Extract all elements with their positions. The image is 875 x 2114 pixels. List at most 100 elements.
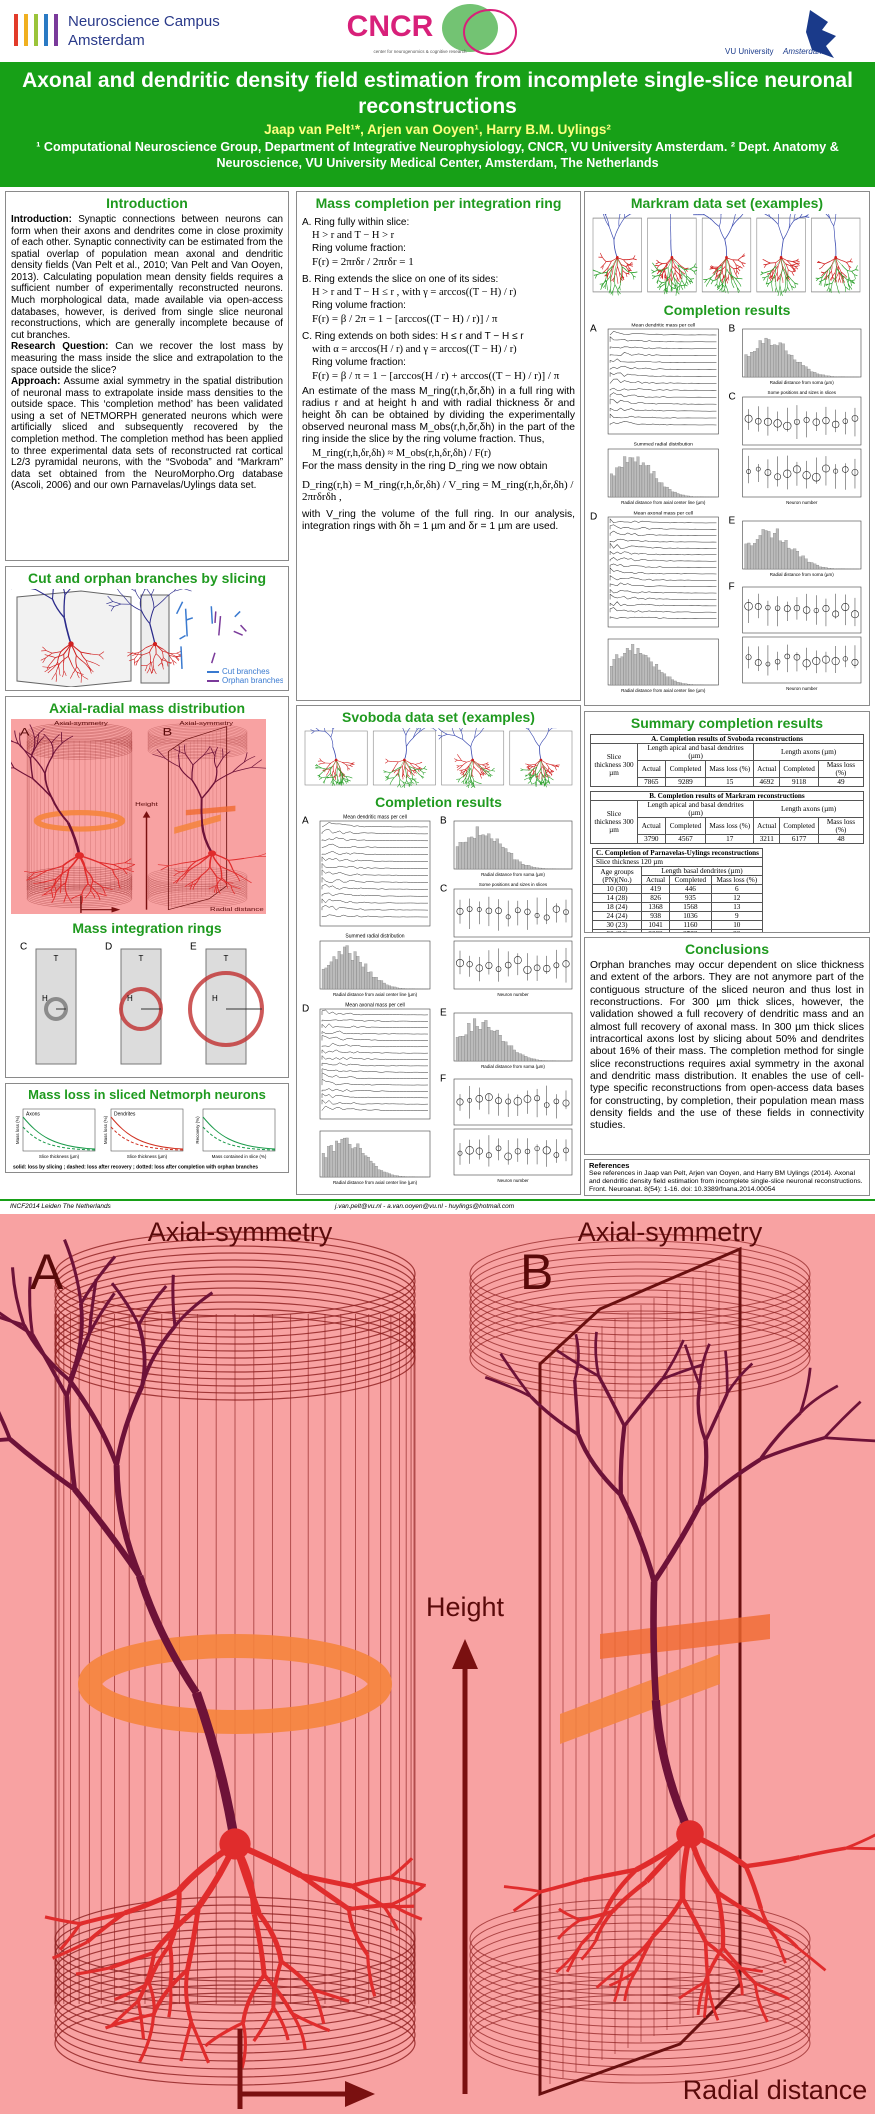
histogram-bar xyxy=(758,535,762,570)
slice-label: T xyxy=(139,954,144,963)
neurite xyxy=(191,779,203,799)
neurite xyxy=(825,274,830,279)
neurite xyxy=(6,767,14,769)
neurite xyxy=(8,1437,76,1492)
neurite xyxy=(173,588,184,592)
neurite xyxy=(598,206,605,216)
histogram-bar xyxy=(348,953,352,990)
paragraph: with V_ring the volume of the full ring.… xyxy=(302,509,575,533)
neurite xyxy=(675,290,678,296)
histogram-bar xyxy=(507,1045,511,1062)
neurite xyxy=(467,780,470,784)
neurite xyxy=(462,772,467,777)
profile xyxy=(609,352,717,357)
axis-title: Radial distance from soma (µm) xyxy=(481,872,545,877)
neurite xyxy=(715,268,719,272)
ring xyxy=(469,1310,811,1392)
histogram-bar xyxy=(668,676,672,686)
case-heading: C. Ring extends on both sides: H ≤ r and… xyxy=(302,331,524,342)
neurite xyxy=(672,272,676,278)
neurite xyxy=(6,588,13,591)
neurite xyxy=(704,214,712,221)
profile xyxy=(321,1088,429,1092)
table-cell: 7865 xyxy=(637,777,666,787)
neurite xyxy=(731,217,740,228)
histogram-bar xyxy=(615,654,619,686)
table-row: 90 (24)2022253220 xyxy=(592,929,763,932)
section-title: Conclusions xyxy=(684,941,769,957)
section-title: Svoboda data set (examples) xyxy=(342,709,535,725)
neurite xyxy=(724,1350,729,1394)
neurite xyxy=(628,270,630,275)
histogram-bar xyxy=(824,567,828,570)
neurite xyxy=(132,652,139,654)
neurite xyxy=(232,767,252,773)
neurite xyxy=(603,284,606,289)
neurite xyxy=(337,767,343,774)
neurite xyxy=(610,266,613,276)
table-cell: Length axons (µm) xyxy=(753,800,864,818)
neurite xyxy=(844,274,848,278)
table-cell: Mass loss (%) xyxy=(705,760,755,778)
neurite xyxy=(734,1966,763,1973)
histogram-bar xyxy=(512,1049,516,1062)
table-cell: Slice thickness 300 µm xyxy=(590,800,638,844)
profile xyxy=(609,518,717,524)
axis-title: Radial distance from axial center line (… xyxy=(621,688,706,693)
neurite xyxy=(664,262,668,269)
neurite xyxy=(841,274,844,282)
histogram-bar xyxy=(366,972,370,990)
table-cell: 90 (24) xyxy=(592,929,642,932)
section-title: Introduction xyxy=(106,195,188,211)
histogram-bar xyxy=(793,359,797,378)
neurite xyxy=(719,266,722,275)
neurite xyxy=(698,1343,711,1386)
neurite xyxy=(243,856,258,859)
neurite xyxy=(178,766,193,781)
histogram-bar xyxy=(524,1056,528,1062)
neurite xyxy=(533,737,540,747)
ring xyxy=(469,1954,811,2036)
panel-letter: A xyxy=(302,816,309,827)
neurite xyxy=(487,771,491,775)
slice-marker xyxy=(495,1145,502,1152)
neurite xyxy=(793,263,798,266)
neurite xyxy=(775,271,778,278)
histogram-bar xyxy=(401,1176,405,1178)
histogram-bar xyxy=(504,1041,508,1062)
neurite xyxy=(150,585,156,596)
neurite xyxy=(95,892,101,901)
neurite xyxy=(14,730,19,744)
neurite xyxy=(599,283,604,285)
neurite xyxy=(836,283,839,290)
neurite xyxy=(62,670,65,678)
axis-label: Radial distance xyxy=(683,2075,868,2105)
neurite xyxy=(848,285,851,291)
slice-marker xyxy=(543,964,551,973)
neurite xyxy=(384,760,389,764)
neurite xyxy=(792,268,795,273)
profile xyxy=(321,914,429,918)
markram-box: Markram data set (examples) Completion r… xyxy=(584,191,870,706)
histogram-bar xyxy=(633,654,637,686)
histogram-bar xyxy=(761,529,765,570)
logo-bar xyxy=(44,14,48,46)
histogram-bar xyxy=(464,841,468,870)
histogram-bar xyxy=(544,868,548,870)
neurite xyxy=(480,768,482,773)
neurite xyxy=(45,652,53,659)
paragraph-lead: Research Question: xyxy=(11,341,109,353)
neurite xyxy=(109,1950,155,1970)
histogram-bar xyxy=(778,342,782,378)
profile xyxy=(609,582,717,587)
neurite xyxy=(330,737,334,747)
neurite xyxy=(390,770,396,773)
neurite xyxy=(613,1965,625,2003)
neurite xyxy=(661,283,666,287)
case-condition: with α = arccos(H / r) and γ = arccos((T… xyxy=(312,344,517,355)
neurite xyxy=(0,1411,12,1440)
neurite xyxy=(743,1865,764,1910)
neurite xyxy=(539,781,542,785)
neurite xyxy=(335,766,338,772)
histogram-bar xyxy=(327,965,331,990)
